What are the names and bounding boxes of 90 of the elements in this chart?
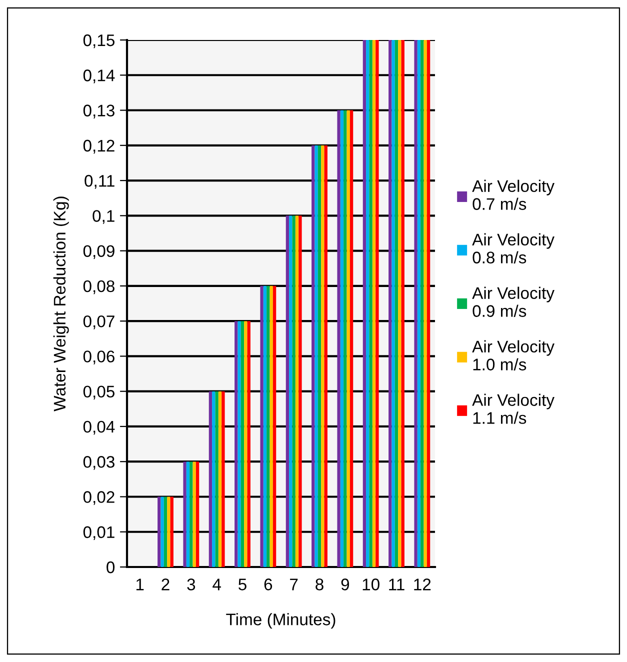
bar	[263, 286, 267, 567]
y-tick-label: 0,08	[83, 280, 114, 294]
bar	[240, 321, 244, 567]
bar	[289, 216, 292, 567]
y-tick-label: 0,01	[83, 526, 114, 540]
y-tick-label: 0,1	[92, 210, 114, 224]
bar	[244, 321, 248, 567]
bar	[388, 40, 392, 567]
bar	[270, 286, 273, 567]
x-tick-label: 8	[316, 578, 324, 590]
x-axis-title: Time (Minutes)	[226, 613, 336, 629]
bar	[392, 40, 395, 567]
bar	[420, 40, 424, 567]
y-tick-label: 0,04	[83, 420, 115, 435]
bar	[234, 321, 238, 567]
bar	[417, 40, 421, 567]
y-axis-title: Water Weight Reduction (Kg)	[53, 196, 69, 412]
bar	[369, 40, 372, 567]
y-tick-label: 0,07	[83, 315, 114, 330]
bar	[272, 286, 276, 567]
y-tick-label: 0,14	[83, 70, 115, 84]
y-tick-label: 0,03	[83, 456, 114, 470]
bar	[426, 40, 430, 567]
bar	[186, 462, 190, 567]
bar	[212, 391, 216, 567]
x-tick-label: 1	[136, 578, 144, 590]
x-tick-label: 11	[389, 578, 404, 590]
bar	[183, 462, 186, 567]
y-tick-label: 0,12	[83, 140, 114, 154]
bar	[160, 496, 164, 567]
y-tick-label: 0,02	[83, 491, 114, 505]
y-tick-label: 0,15	[83, 34, 114, 48]
bar	[344, 110, 347, 567]
bar	[192, 462, 196, 567]
bar	[324, 145, 328, 567]
bar	[401, 40, 404, 567]
bar	[158, 496, 161, 567]
bar	[286, 216, 290, 567]
x-tick-label: 7	[290, 578, 298, 590]
bar	[260, 286, 264, 567]
bar	[362, 40, 366, 567]
y-tick-label: 0,06	[83, 350, 114, 364]
bar	[414, 40, 418, 567]
bar	[190, 462, 193, 567]
bar	[295, 216, 299, 567]
legend-label: Air Velocity 0.8 m/s	[472, 233, 554, 264]
bar	[222, 391, 225, 567]
bar	[196, 462, 200, 567]
legend-label: Air Velocity 0.7 m/s	[472, 180, 554, 210]
bar	[170, 496, 174, 567]
legend-label: Air Velocity 0.9 m/s	[472, 286, 554, 317]
x-tick-label: 2	[162, 578, 170, 590]
y-tick-label: 0,13	[83, 104, 114, 118]
bar	[312, 145, 315, 567]
bar	[376, 40, 379, 567]
x-tick-label: 5	[238, 578, 246, 590]
bar	[215, 391, 218, 567]
bar	[350, 110, 354, 567]
bar	[208, 391, 212, 567]
bar	[314, 145, 318, 567]
bar	[372, 40, 376, 567]
bar	[218, 391, 222, 567]
bar	[292, 216, 296, 567]
bar	[298, 216, 302, 567]
bar	[164, 496, 168, 567]
y-tick-label: 0,05	[83, 386, 114, 400]
bar	[247, 321, 250, 567]
bar	[238, 321, 241, 567]
bar	[394, 40, 398, 567]
bar	[366, 40, 370, 567]
bar	[167, 496, 170, 567]
bar	[346, 110, 350, 567]
legend-label: Air Velocity 1.1 m/s	[472, 394, 554, 424]
bar	[337, 110, 340, 567]
y-tick-label: 0	[106, 561, 115, 574]
x-tick-label: 3	[187, 578, 196, 590]
x-tick-label: 12	[414, 578, 431, 590]
bar	[318, 145, 322, 567]
y-tick-label: 0,09	[83, 245, 114, 259]
x-tick-label: 6	[264, 578, 272, 590]
bar	[398, 40, 402, 567]
x-tick-label: 9	[341, 578, 350, 590]
y-tick-label: 0,11	[84, 174, 114, 189]
legend-label: Air Velocity 1.0 m/s	[472, 340, 554, 370]
bar	[340, 110, 344, 567]
bar	[266, 286, 270, 567]
x-tick-label: 4	[212, 578, 221, 590]
bar	[424, 40, 427, 567]
bar	[321, 145, 324, 567]
x-tick-label: 10	[362, 578, 380, 590]
